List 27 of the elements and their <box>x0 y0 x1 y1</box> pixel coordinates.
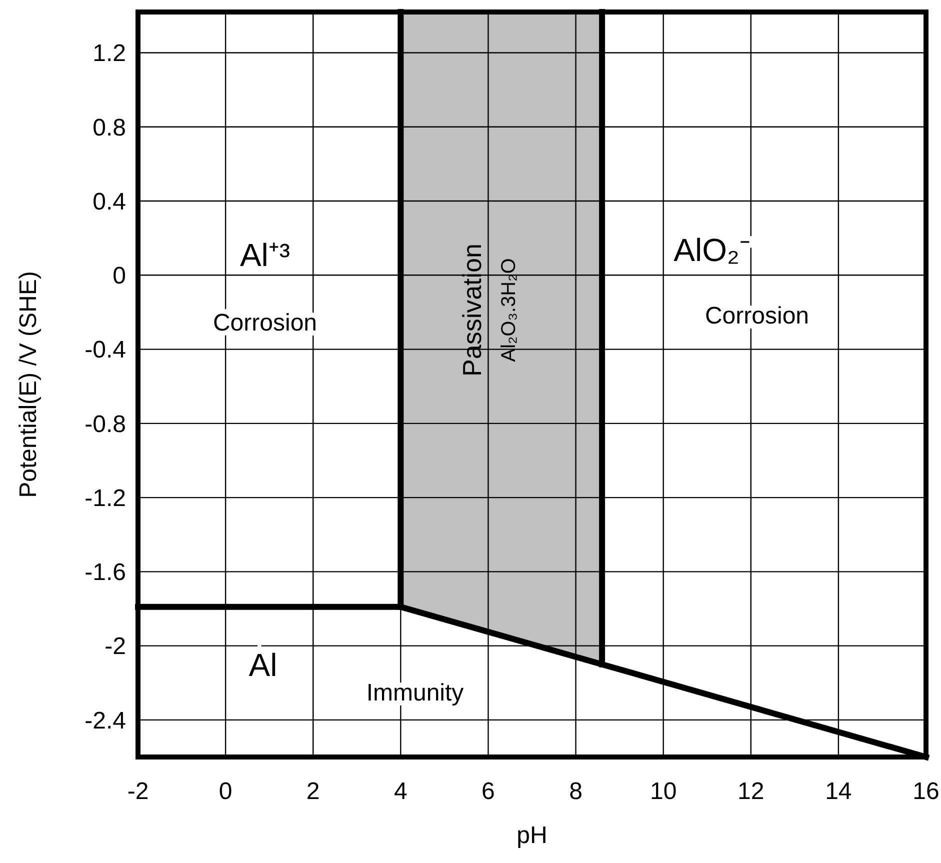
x-tick-label: -2 <box>127 778 149 805</box>
annotation: AlO₂⁻ <box>674 232 750 268</box>
annotation: Al₂O₃.3H₂O <box>498 258 520 362</box>
y-tick-label: 0.8 <box>92 114 126 142</box>
x-tick-label: 6 <box>482 778 495 805</box>
y-tick-label: -1.6 <box>84 559 126 586</box>
annotation: Al <box>248 647 278 684</box>
y-tick-label: -0.4 <box>84 336 126 364</box>
y-tick-label: 0 <box>112 262 126 290</box>
y-tick-label: 0.4 <box>92 188 126 216</box>
annotation: Passivation <box>457 244 488 376</box>
annotation: Al⁺³ <box>240 237 290 274</box>
y-tick-label: 1.2 <box>92 40 126 68</box>
x-tick-label: 16 <box>912 778 940 805</box>
y-axis-title: Potential(E) /V (SHE) <box>15 271 42 498</box>
y-tick-label: -2.4 <box>84 707 126 734</box>
x-tick-label: 14 <box>825 778 852 805</box>
x-tick-label: 10 <box>650 778 677 805</box>
y-tick-label: -0.8 <box>84 410 126 438</box>
x-axis-title: pH <box>516 822 548 849</box>
x-tick-label: 0 <box>218 778 232 805</box>
x-tick-label: 4 <box>394 778 408 805</box>
x-tick-label: 2 <box>306 778 320 805</box>
y-tick-label: -2 <box>104 633 126 660</box>
x-tick-label: 12 <box>738 778 764 805</box>
y-tick-label: -1.2 <box>84 484 126 512</box>
x-tick-label: 8 <box>569 778 582 805</box>
